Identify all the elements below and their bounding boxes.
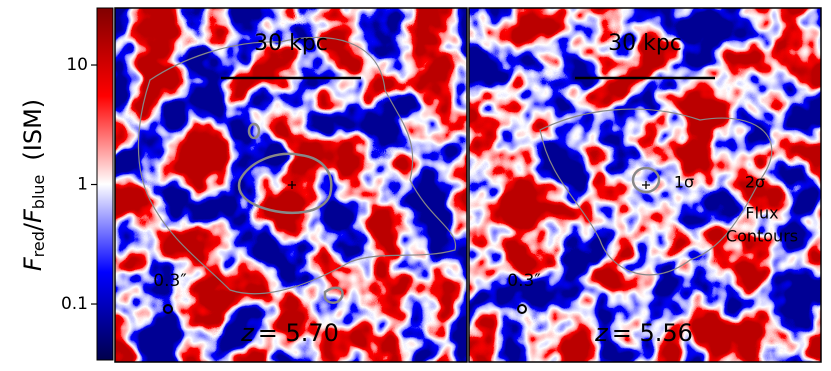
redshift-label: z = 5.70 (240, 319, 339, 347)
redshift-value: = 5.70 (258, 319, 339, 347)
redshift-label: z = 5.56 (594, 319, 693, 347)
label-part: / (19, 222, 47, 231)
label-part: blue (29, 175, 48, 210)
contour-legend: Contours (726, 227, 798, 246)
contours (137, 36, 773, 295)
beam-label: 0.3″ (153, 271, 186, 291)
colorbar (96, 7, 114, 361)
y-tick-label: 1 (77, 175, 88, 195)
y-tick-label: 0.1 (61, 294, 88, 314)
contour-legend: Flux (745, 204, 778, 223)
scale-label: 30 kpc (254, 31, 328, 56)
redshift-symbol: z (240, 319, 255, 347)
panel-frame (468, 7, 822, 363)
beam-label: 0.3″ (507, 271, 540, 291)
scale-label: 30 kpc (608, 31, 682, 56)
center-marker (642, 181, 650, 189)
contour-label: 1σ (674, 173, 694, 192)
redshift-value: = 5.56 (612, 319, 693, 347)
label-part: red (29, 231, 48, 257)
center-marker (288, 181, 296, 189)
beam (517, 304, 527, 314)
beam (163, 304, 173, 314)
contour-label: 2σ (745, 173, 765, 192)
redshift-symbol: z (594, 319, 609, 347)
label-part: F (19, 256, 47, 271)
label-part: F (19, 208, 47, 223)
y-tick-label: 10 (66, 55, 88, 75)
panel-frame (114, 7, 468, 363)
label-part: (ISM) (19, 99, 47, 161)
contours (237, 122, 661, 304)
colorbar-label: Fred/Fblue(ISM) (19, 99, 48, 271)
